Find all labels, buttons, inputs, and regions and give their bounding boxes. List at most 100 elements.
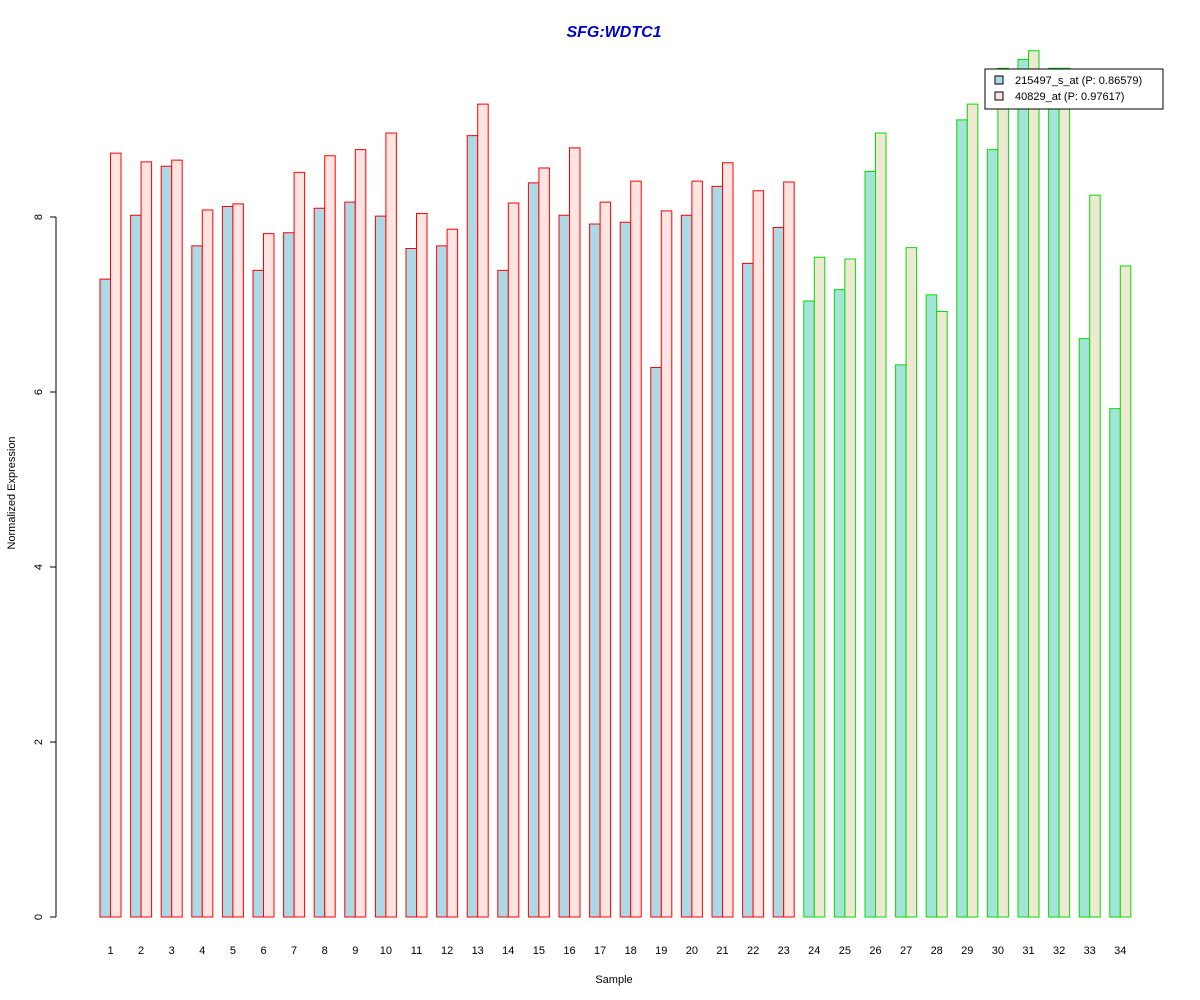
bar-sample-7-series-2 xyxy=(293,171,306,918)
bar-sample-23-series-1 xyxy=(772,227,785,918)
x-tick-label: 21 xyxy=(716,945,728,957)
bar-sample-26-series-1 xyxy=(864,171,876,918)
bar-sample-26-series-2 xyxy=(875,132,887,918)
bar-sample-33-series-2 xyxy=(1089,194,1101,918)
bar-sample-13-series-2 xyxy=(477,103,489,918)
y-tick-label: 6 xyxy=(33,389,45,395)
x-tick-label: 27 xyxy=(900,945,912,957)
x-tick-label: 6 xyxy=(260,945,266,957)
bar-sample-10-series-2 xyxy=(385,132,397,918)
x-tick-label: 10 xyxy=(380,945,392,957)
x-tick-label: 32 xyxy=(1053,945,1065,957)
bar-sample-24-series-2 xyxy=(813,256,826,918)
y-tick-label: 8 xyxy=(33,214,45,220)
bar-sample-2-series-2 xyxy=(140,161,153,918)
y-tick-label: 2 xyxy=(33,739,45,745)
x-tick-label: 13 xyxy=(472,945,484,957)
bar-sample-20-series-1 xyxy=(680,214,693,918)
y-tick-label: 0 xyxy=(33,914,45,920)
bar-sample-22-series-1 xyxy=(742,262,754,918)
bar-series xyxy=(99,50,1132,918)
bar-sample-9-series-2 xyxy=(354,149,367,918)
x-tick-label: 9 xyxy=(352,945,358,957)
bar-sample-11-series-2 xyxy=(416,213,428,918)
x-tick-label: 2 xyxy=(138,945,144,957)
bar-sample-25-series-1 xyxy=(833,289,846,918)
bar-sample-23-series-2 xyxy=(783,181,795,918)
bar-sample-27-series-1 xyxy=(895,364,907,918)
legend-box xyxy=(984,68,1164,110)
bar-sample-16-series-1 xyxy=(558,214,570,918)
bar-sample-15-series-1 xyxy=(527,182,540,918)
bar-sample-7-series-1 xyxy=(283,232,295,918)
bar-sample-24-series-1 xyxy=(803,300,815,918)
bar-sample-31-series-1 xyxy=(1017,59,1029,918)
bar-sample-14-series-1 xyxy=(497,269,509,918)
bar-sample-21-series-2 xyxy=(722,162,734,918)
bar-sample-4-series-1 xyxy=(191,245,203,918)
bar-sample-8-series-2 xyxy=(324,155,336,918)
bar-sample-19-series-2 xyxy=(660,210,673,918)
bar-sample-16-series-2 xyxy=(569,147,581,918)
y-axis: 0 2 4 6 8 xyxy=(33,214,57,920)
bar-sample-17-series-2 xyxy=(599,201,612,918)
bar-sample-15-series-2 xyxy=(538,167,550,918)
bar-sample-19-series-1 xyxy=(650,367,662,918)
bar-sample-34-series-1 xyxy=(1109,408,1121,918)
bar-sample-11-series-1 xyxy=(405,248,417,918)
bar-sample-8-series-1 xyxy=(313,207,326,918)
x-tick-label: 24 xyxy=(808,945,820,957)
bar-sample-2-series-1 xyxy=(130,214,142,918)
x-tick-label: 33 xyxy=(1084,945,1096,957)
x-tick-label: 8 xyxy=(322,945,328,957)
bar-sample-4-series-2 xyxy=(201,209,214,918)
x-tick-label: 16 xyxy=(563,945,575,957)
bar-sample-3-series-2 xyxy=(171,159,183,918)
bar-sample-28-series-2 xyxy=(936,311,948,918)
legend-swatch-series-1 xyxy=(994,75,1004,85)
x-tick-label: 28 xyxy=(931,945,943,957)
bar-sample-25-series-2 xyxy=(844,258,856,918)
x-tick-label: 1 xyxy=(107,945,113,957)
x-tick-label: 18 xyxy=(625,945,637,957)
bar-sample-33-series-1 xyxy=(1078,338,1091,918)
bar-sample-12-series-2 xyxy=(446,228,459,918)
bar-sample-3-series-1 xyxy=(160,165,173,918)
x-tick-label: 20 xyxy=(686,945,698,957)
bar-sample-18-series-2 xyxy=(630,180,642,918)
x-tick-label: 25 xyxy=(839,945,851,957)
legend: 215497_s_at (P: 0.86579) 40829_at (P: 0.… xyxy=(984,68,1164,110)
legend-swatch-series-2 xyxy=(994,91,1004,101)
legend-label-series-1: 215497_s_at (P: 0.86579) xyxy=(1015,75,1142,87)
bar-sample-29-series-2 xyxy=(966,103,979,918)
x-tick-label: 5 xyxy=(230,945,236,957)
bar-sample-13-series-1 xyxy=(466,135,479,918)
bar-sample-30-series-2 xyxy=(997,67,1009,918)
x-tick-label: 22 xyxy=(747,945,759,957)
bar-sample-31-series-2 xyxy=(1028,50,1040,918)
bar-sample-12-series-1 xyxy=(436,245,448,918)
bar-sample-5-series-2 xyxy=(232,203,244,918)
bar-sample-1-series-1 xyxy=(99,278,111,918)
bar-sample-5-series-1 xyxy=(221,206,234,918)
x-tick-label: 31 xyxy=(1022,945,1034,957)
bar-sample-6-series-1 xyxy=(252,269,264,918)
x-tick-label: 30 xyxy=(992,945,1004,957)
bar-sample-27-series-2 xyxy=(905,247,918,918)
y-axis-label: Normalized Expression xyxy=(6,436,18,549)
bar-sample-34-series-2 xyxy=(1119,265,1132,918)
x-axis-tick-labels: 1 2 3 4 5 6 7 8 9 10 11 12 13 14 15 16 17 18 19 20 21 22 23 24 2… xyxy=(107,945,1126,957)
x-tick-label: 14 xyxy=(502,945,514,957)
x-tick-label: 3 xyxy=(169,945,175,957)
x-tick-label: 15 xyxy=(533,945,545,957)
bar-sample-6-series-2 xyxy=(263,233,275,918)
bar-sample-30-series-1 xyxy=(986,149,999,918)
x-tick-label: 26 xyxy=(869,945,881,957)
x-tick-label: 4 xyxy=(199,945,205,957)
x-tick-label: 23 xyxy=(778,945,790,957)
y-tick-label: 4 xyxy=(33,564,45,570)
x-tick-label: 34 xyxy=(1114,945,1126,957)
x-tick-label: 17 xyxy=(594,945,606,957)
bar-sample-1-series-2 xyxy=(110,152,122,918)
